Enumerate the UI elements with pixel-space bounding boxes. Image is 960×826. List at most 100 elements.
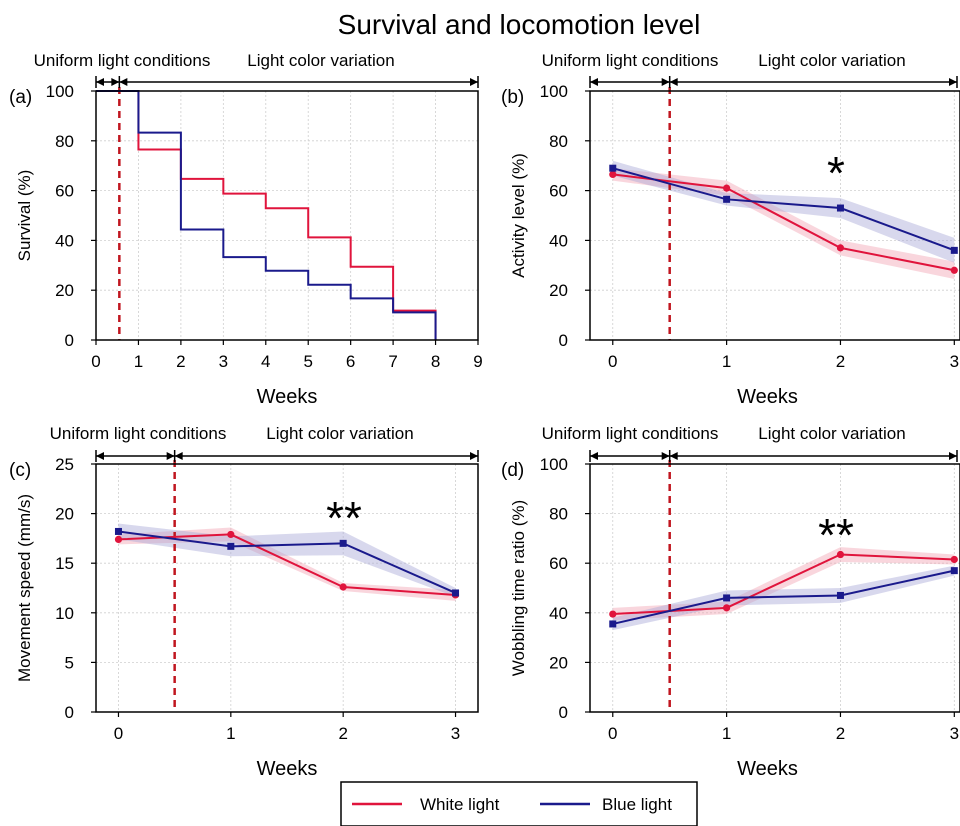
panel-d-xtick-label-3: 3 xyxy=(950,724,959,743)
panel-a-label: (a) xyxy=(9,87,32,108)
panel-c-point-blue-light-2 xyxy=(339,539,347,547)
panel-a-ytick-label-0: 0 xyxy=(65,331,74,350)
panel-d-significance-annotation: ** xyxy=(818,509,854,561)
panel-b-xtick-label-2: 2 xyxy=(836,352,845,371)
panel-c-point-white-light-1 xyxy=(227,530,235,539)
panel-d-point-blue-light-1 xyxy=(723,594,731,602)
figure-title: Survival and locomotion level xyxy=(338,9,701,40)
panel-c-period-before-head-right xyxy=(166,452,175,460)
panel-d-ytick-label-0: 0 xyxy=(559,703,568,722)
panel-d-xtick-label-1: 1 xyxy=(722,724,731,743)
panel-a-xtick-label-3: 3 xyxy=(219,352,228,371)
panel-d-point-white-light-1 xyxy=(723,604,731,612)
panel-a-period-label-before: Uniform light conditions xyxy=(34,51,211,70)
panel-b-label: (b) xyxy=(501,87,524,108)
panel-a-xtick-label-8: 8 xyxy=(431,352,440,371)
panel-d-ytick-label-5: 100 xyxy=(540,455,568,474)
legend-label-white-light: White light xyxy=(420,795,500,814)
panel-b-period-label-before: Uniform light conditions xyxy=(542,51,719,70)
panel-a-xtick-label-6: 6 xyxy=(346,352,355,371)
panel-b-period-before-head-right xyxy=(661,78,670,86)
panel-c-period-label-before: Uniform light conditions xyxy=(50,424,227,443)
panel-d-band-white-light xyxy=(612,547,955,621)
panel-a-line-blue-light xyxy=(96,90,437,340)
panel-c-xlabel: Weeks xyxy=(257,758,318,780)
panel-b-point-blue-light-3 xyxy=(950,246,958,254)
panel-c-point-white-light-2 xyxy=(339,583,347,591)
panel-c-xtick-label-0: 0 xyxy=(114,724,123,743)
panel-a-xtick-label-7: 7 xyxy=(388,352,397,371)
panel-d-ytick-label-4: 80 xyxy=(549,505,568,524)
panel-b-ytick-label-0: 0 xyxy=(559,331,568,350)
panel-c-xtick-label-2: 2 xyxy=(338,724,347,743)
panel-c-ytick-label-2: 10 xyxy=(55,604,74,623)
panel-b-ytick-label-1: 20 xyxy=(549,281,568,300)
panel-c-period-after-head-right xyxy=(470,452,478,460)
panel-c-line-blue-light xyxy=(118,530,456,594)
panel-d-point-blue-light-2 xyxy=(836,591,844,599)
panel-c-significance-annotation: ** xyxy=(326,492,362,544)
panel-a-period-before-head-right xyxy=(111,78,120,86)
panel-c-ytick-label-3: 15 xyxy=(55,554,74,573)
legend-label-blue-light: Blue light xyxy=(602,795,672,814)
panel-b-ytick-label-5: 100 xyxy=(540,82,568,101)
panel-a-xlabel: Weeks xyxy=(257,386,318,408)
panel-b-significance-annotation: * xyxy=(827,147,845,199)
panel-c-point-white-light-0 xyxy=(114,535,123,543)
panel-a-ytick-label-2: 40 xyxy=(55,231,74,250)
panel-b-ytick-label-2: 40 xyxy=(549,231,568,250)
panel-d-point-white-light-0 xyxy=(609,610,617,618)
panel-b-xtick-label-1: 1 xyxy=(722,352,731,371)
panel-d: 0 1 2 3 0 20 40 60 80 100 Weeks Wobbling time ratio… xyxy=(501,424,960,780)
panel-a-xtick-label-5: 5 xyxy=(303,352,312,371)
panel-c-xtick-label-3: 3 xyxy=(451,724,460,743)
panel-c-ytick-label-5: 25 xyxy=(55,455,74,474)
panel-b-period-after-head-right xyxy=(949,78,957,86)
panel-b-ytick-label-4: 80 xyxy=(549,132,568,151)
panel-c-ytick-label-0: 0 xyxy=(65,703,74,722)
panel-a-xtick-label-4: 4 xyxy=(261,352,270,371)
panel-a-xtick-label-0: 0 xyxy=(91,352,100,371)
panel-a-ytick-label-3: 60 xyxy=(55,182,74,201)
panel-c-band-white-light xyxy=(118,527,456,601)
panel-b-point-white-light-3 xyxy=(950,266,958,274)
panel-a-period-label-after: Light color variation xyxy=(247,51,394,70)
panel-b-period-label-after: Light color variation xyxy=(758,51,905,70)
panel-b-point-white-light-1 xyxy=(723,184,731,192)
panel-a-xtick-label-1: 1 xyxy=(134,352,143,371)
panel-b-xlabel: Weeks xyxy=(737,386,798,408)
panel-b-xtick-label-3: 3 xyxy=(950,352,959,371)
panel-a-ytick-label-4: 80 xyxy=(55,132,74,151)
panel-d-xtick-label-0: 0 xyxy=(608,724,617,743)
panel-a: 0 1 2 3 4 5 6 7 8 9 0 20 40 60 80 100 Weeks Survival (%) (… xyxy=(9,51,483,408)
panel-c-point-blue-light-3 xyxy=(452,589,460,597)
panel-b-period-after-head-left xyxy=(669,78,678,86)
panel-c-ytick-label-4: 20 xyxy=(55,505,74,524)
panel-d-frame xyxy=(589,463,960,713)
panel-a-ylabel: Survival (%) xyxy=(15,170,34,262)
panel-d-xtick-label-2: 2 xyxy=(836,724,845,743)
panel-b-point-white-light-0 xyxy=(609,170,617,179)
panel-d-band-blue-light xyxy=(612,565,955,631)
panel-d-period-after-head-right xyxy=(949,452,957,460)
panel-d-ytick-label-2: 40 xyxy=(549,604,568,623)
panel-c-period-before-head-left xyxy=(96,452,104,460)
panel-d-period-label-after: Light color variation xyxy=(758,424,905,443)
panel-b-frame xyxy=(589,90,960,341)
panel-d-ytick-label-3: 60 xyxy=(549,554,568,573)
panel-a-frame xyxy=(95,90,479,341)
panel-b-band-white-light xyxy=(612,168,955,279)
panel-b-line-blue-light xyxy=(612,167,955,252)
panel-b-point-blue-light-2 xyxy=(836,204,844,212)
panel-b-ytick-label-3: 60 xyxy=(549,182,568,201)
panel-a-period-after-head-right xyxy=(470,78,478,86)
panel-d-period-after-head-left xyxy=(669,452,678,460)
panel-b-line-white-light xyxy=(612,173,955,272)
panel-d-xlabel: Weeks xyxy=(737,758,798,780)
panel-d-period-label-before: Uniform light conditions xyxy=(542,424,719,443)
panel-d-line-blue-light xyxy=(612,569,955,625)
panel-b: 0 1 2 3 0 20 40 60 80 100 Weeks Activity level (%) (… xyxy=(501,51,960,408)
legend: White light Blue light xyxy=(340,781,698,826)
